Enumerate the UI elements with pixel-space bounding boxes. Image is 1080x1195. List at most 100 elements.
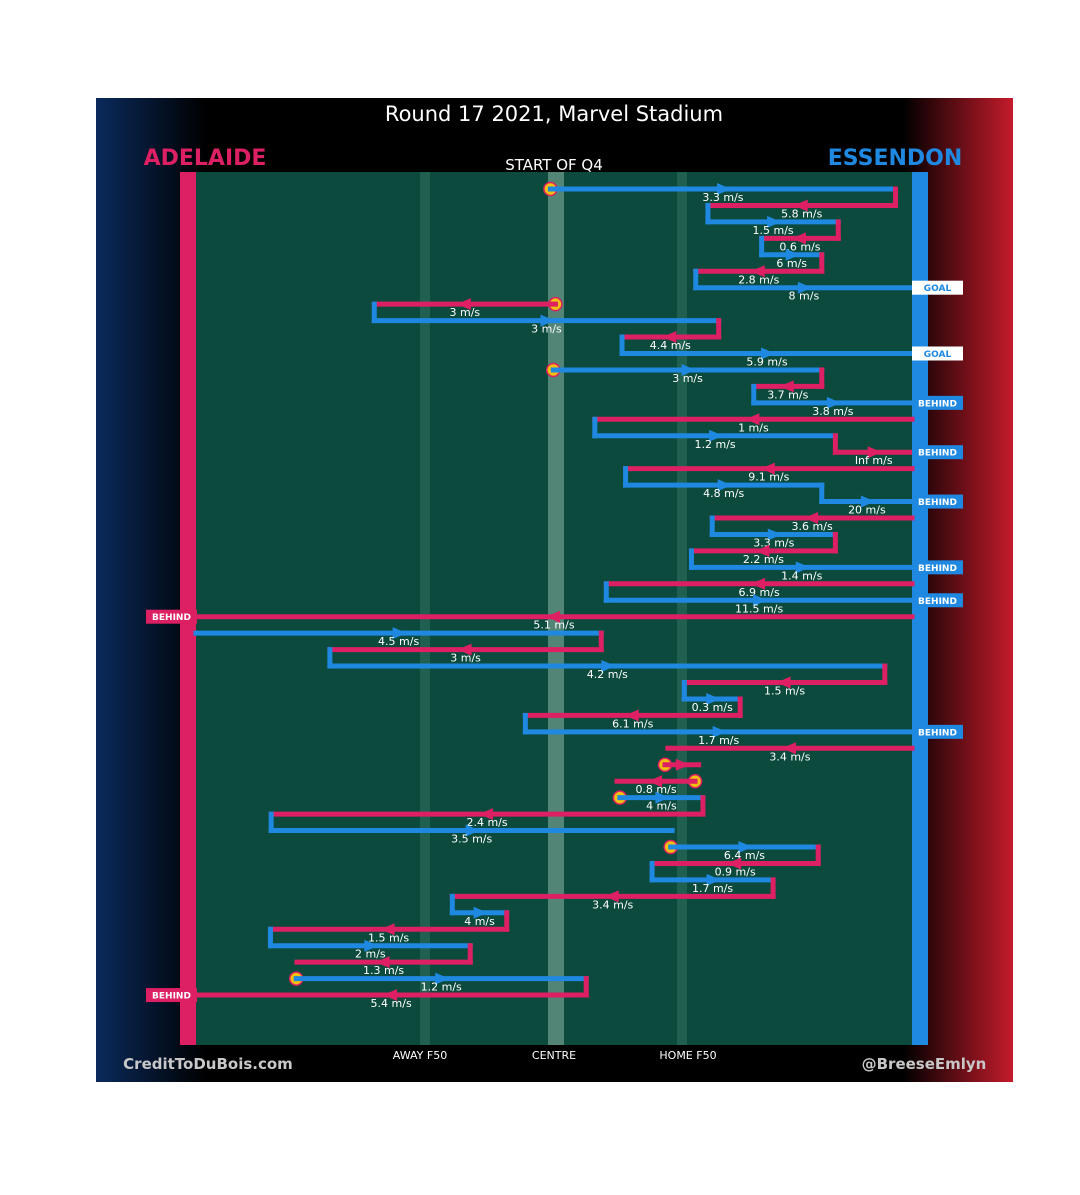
speed-label: 3 m/s (450, 652, 481, 665)
outcome-label: BEHIND (918, 498, 957, 508)
home-f50-line (677, 172, 687, 1045)
right-credit: @BreeseEmlyn (862, 1055, 987, 1073)
chain-arrowhead (826, 396, 841, 409)
speed-label: 3.5 m/s (451, 833, 492, 846)
speed-label: 3.8 m/s (812, 405, 853, 418)
chain-arrowhead (716, 183, 731, 195)
outcome-badge (146, 609, 197, 624)
chain-arrowhead (375, 956, 390, 969)
chain-arrowhead (761, 347, 776, 360)
chain-arrowhead (706, 873, 721, 886)
outcome-label: BEHIND (152, 992, 191, 1002)
speed-label: 6.4 m/s (724, 849, 765, 862)
chain-arrowhead (750, 265, 765, 278)
speed-label: 2.4 m/s (466, 816, 507, 829)
speed-label: 2.8 m/s (738, 273, 779, 286)
outcome-label: BEHIND (918, 564, 957, 574)
chain-arrowhead (793, 199, 808, 212)
speed-label: 0.8 m/s (635, 783, 676, 796)
chain-arrowhead (435, 972, 450, 985)
chain-arrowhead (380, 923, 395, 936)
speed-label: 1.4 m/s (781, 569, 822, 582)
speed-label: 6.1 m/s (612, 717, 653, 730)
speed-label: 4.5 m/s (378, 635, 419, 648)
chain-arrowhead (601, 660, 616, 673)
chain-arrowhead (624, 709, 639, 722)
chain-arrowhead (795, 561, 810, 574)
away-f50-line (420, 172, 430, 1045)
speed-label: 5.8 m/s (781, 207, 822, 220)
outcome-badge (912, 560, 963, 575)
speed-label: 1.2 m/s (695, 438, 736, 451)
chain-arrowhead (727, 857, 742, 870)
speed-label: 5.4 m/s (371, 997, 412, 1010)
outcome-badge (912, 593, 963, 608)
outcome-badge (912, 346, 963, 361)
home-f50-label: HOME F50 (659, 1049, 716, 1062)
chain-arrowhead (681, 363, 696, 376)
speed-label: 1.7 m/s (692, 882, 733, 895)
outcome-badge (912, 724, 963, 739)
speed-label: 3 m/s (672, 372, 703, 385)
outcome-badge (912, 280, 963, 295)
chain-arrowhead (662, 331, 677, 344)
speed-label: 3 m/s (450, 306, 481, 319)
speed-label: 3.3 m/s (753, 536, 794, 549)
left-credit: CreditToDuBois.com (123, 1055, 293, 1073)
speed-label: 5.9 m/s (746, 356, 787, 369)
speed-label: 3.4 m/s (769, 750, 810, 763)
chain-arrowhead (675, 758, 690, 771)
chain-arrowhead (465, 824, 480, 837)
speed-label: 1.5 m/s (764, 685, 805, 698)
chain-arrowhead (797, 281, 812, 294)
speed-label: 6 m/s (776, 257, 807, 270)
chain-arrowhead (456, 298, 471, 311)
speed-label: 1 m/s (738, 421, 769, 434)
speed-label: 2.2 m/s (743, 553, 784, 566)
chain-arrowhead (785, 248, 800, 261)
speed-label: 3.6 m/s (792, 520, 833, 533)
centre-label: CENTRE (532, 1049, 576, 1062)
chain-arrowhead (781, 742, 796, 755)
chain-arrowhead (867, 446, 882, 459)
chain-arrowhead (767, 528, 782, 541)
speed-label: 0.6 m/s (779, 240, 820, 253)
chain-arrowhead (383, 989, 398, 1002)
chain-arrowhead (753, 594, 768, 607)
chain-arrowhead (804, 512, 819, 524)
speed-label: 4.4 m/s (650, 339, 691, 352)
speed-label: 1.7 m/s (698, 734, 739, 747)
speed-label: 11.5 m/s (735, 602, 783, 615)
speed-label: 1.2 m/s (421, 981, 462, 994)
outcome-label: BEHIND (918, 449, 957, 459)
speed-label: 2 m/s (355, 948, 386, 961)
chart-title: Round 17 2021, Marvel Stadium (385, 102, 723, 126)
chain-arrowhead (745, 413, 760, 426)
speed-label: Inf m/s (855, 454, 893, 467)
outcome-label: BEHIND (918, 728, 957, 738)
adelaide-goal-post (180, 172, 196, 1045)
speed-label: 9.1 m/s (748, 471, 789, 484)
chain-arrowhead (860, 495, 875, 508)
speed-label: 8 m/s (789, 290, 820, 303)
speed-label: 4 m/s (464, 915, 495, 928)
chain-arrowhead (717, 479, 732, 492)
chain-arrowhead (457, 643, 472, 656)
speed-label: 4.8 m/s (703, 487, 744, 500)
chain-arrowhead (604, 890, 619, 903)
chain-arrowhead (648, 775, 663, 788)
outcome-label: GOAL (924, 284, 952, 294)
chain-arrowhead (473, 906, 488, 919)
chain-arrowhead (709, 429, 724, 442)
speed-label: 1.5 m/s (753, 224, 794, 237)
outcome-label: BEHIND (152, 613, 191, 623)
speed-label: 3.7 m/s (767, 388, 808, 401)
centre-line (548, 172, 564, 1045)
speed-label: 1.3 m/s (363, 964, 404, 977)
speed-label: 4.2 m/s (587, 668, 628, 681)
right-team-label: ESSENDON (828, 146, 963, 171)
chain-arrowhead (546, 610, 560, 623)
chain-arrowhead (738, 841, 753, 853)
speed-label: 4 m/s (646, 800, 677, 813)
